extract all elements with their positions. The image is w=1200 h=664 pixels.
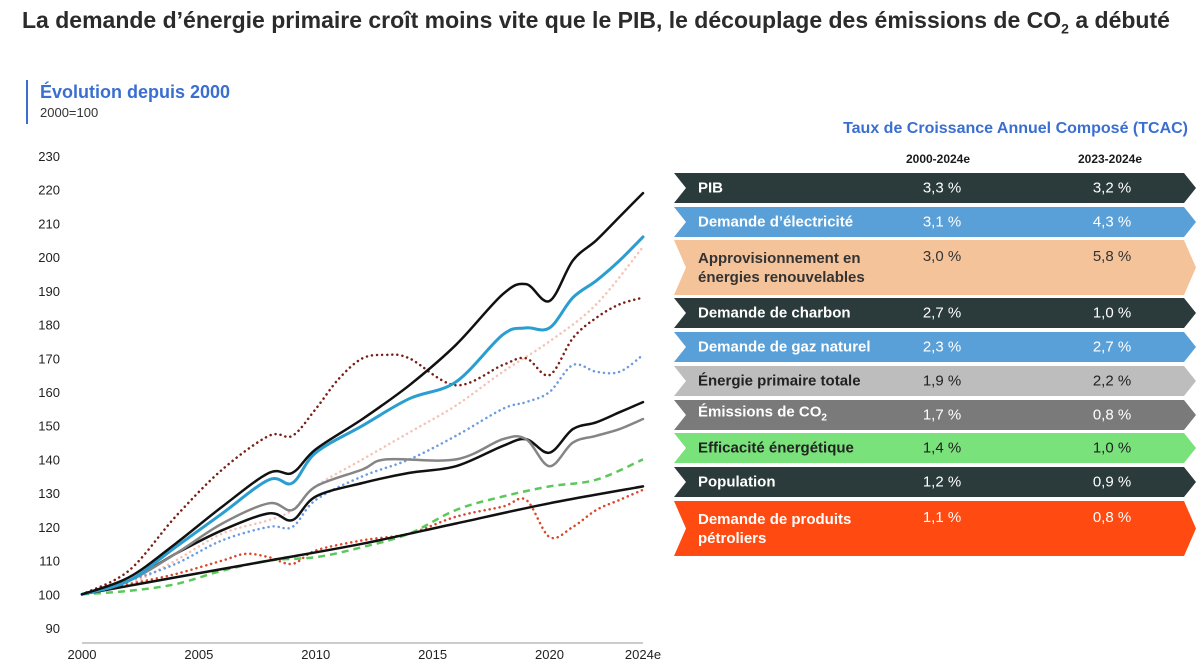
tcac-value-2000-2024: 1,2 % (922, 473, 962, 491)
page-title: La demande d’énergie primaire croît moin… (22, 6, 1182, 44)
tcac-row: Approvisionnement en énergies renouvelab… (674, 240, 1196, 295)
tcac-col-header-2: 2023-2024e (1077, 152, 1143, 166)
tcac-row-label-text: Population (698, 473, 776, 491)
tcac-value-2000-2024: 3,0 % (922, 248, 962, 265)
title-subscript: 2 (1061, 20, 1069, 37)
tcac-value-2000-2024: 3,3 % (922, 179, 962, 197)
x-tick-label: 2010 (301, 647, 330, 662)
tcac-value-2023-2024: 2,7 % (1092, 338, 1132, 356)
tcac-value-2023-2024: 0,9 % (1092, 473, 1132, 491)
tcac-row: Demande de gaz naturel 2,3 % 2,7 % (674, 332, 1196, 362)
tcac-value-2023-2024: 5,8 % (1092, 248, 1132, 265)
tcac-row: Énergie primaire totale 1,9 % 2,2 % (674, 366, 1196, 396)
tcac-row: Demande de produits pétroliers 1,1 % 0,8 % (674, 501, 1196, 556)
tcac-row-label-text: Énergie primaire totale (698, 372, 861, 390)
tcac-row: Population 1,2 % 0,9 % (674, 467, 1196, 497)
y-tick-label: 190 (38, 284, 60, 299)
tcac-row: PIB 3,3 % 3,2 % (674, 173, 1196, 203)
tcac-row-label: Émissions de CO2 (698, 403, 898, 428)
tcac-row-label: Demande de gaz naturel (698, 338, 898, 357)
series-line-demande-de-produits-petroliers (80, 488, 645, 596)
tcac-value-2023-2024: 1,0 % (1092, 304, 1132, 322)
tcac-row-label-text: Demande d’électricité (698, 213, 854, 231)
tcac-col-header-1: 2000-2024e (905, 152, 971, 166)
tcac-row-label-text: Demande de produits pétroliers (698, 510, 852, 547)
tcac-row: Émissions de CO2 1,7 % 0,8 % (674, 400, 1196, 430)
tcac-value-2023-2024: 1,0 % (1092, 439, 1132, 457)
tcac-value-2000-2024: 1,4 % (922, 439, 962, 457)
tcac-row-label-text: Approvisionnement en énergies renouvelab… (698, 249, 865, 286)
series-line-demande-d-electricite (80, 235, 645, 596)
title-text: La demande d’énergie primaire croît moin… (22, 7, 1062, 33)
tcac-row-label-text: Demande de charbon (698, 304, 851, 322)
x-tick-label: 2005 (184, 647, 213, 662)
tcac-value-2000-2024: 3,1 % (922, 213, 962, 231)
series-line-emissions-de-co2 (80, 400, 645, 596)
tcac-row-label: Approvisionnement en énergies renouvelab… (698, 249, 898, 287)
series-line-energie-primaire-totale (80, 417, 645, 596)
tcac-row-label-text: Demande de gaz naturel (698, 338, 871, 356)
y-tick-label: 110 (39, 554, 60, 569)
tcac-row-label: Efficacité énergétique (698, 439, 898, 458)
tcac-row-label-text: Efficacité énergétique (698, 439, 854, 457)
tcac-row: Demande de charbon 2,7 % 1,0 % (674, 298, 1196, 328)
tcac-value-2023-2024: 0,8 % (1092, 406, 1132, 424)
y-tick-label: 210 (38, 216, 60, 231)
y-tick-label: 100 (38, 587, 60, 602)
y-tick-label: 230 (38, 149, 60, 164)
tcac-row-label-subscript: 2 (821, 412, 827, 424)
title-tail: a débuté (1068, 7, 1170, 33)
tcac-value-2000-2024: 2,3 % (922, 338, 962, 356)
y-tick-label: 200 (38, 250, 60, 265)
series-line-population (80, 485, 645, 596)
tcac-value-2000-2024: 1,1 % (922, 509, 962, 526)
y-tick-label: 90 (46, 621, 60, 636)
tcac-value-2023-2024: 4,3 % (1092, 213, 1132, 231)
tcac-row-label-text: PIB (698, 179, 724, 197)
tcac-row-label: Demande de charbon (698, 304, 898, 323)
y-tick-label: 220 (38, 183, 60, 198)
chart-subtitle: Évolution depuis 2000 (40, 82, 231, 102)
tcac-row-label: PIB (698, 179, 898, 198)
y-tick-label: 180 (38, 318, 60, 333)
tcac-row: Efficacité énergétique 1,4 % 1,0 % (674, 433, 1196, 463)
tcac-title: Taux de Croissance Annuel Composé (TCAC) (843, 120, 1188, 137)
tcac-value-2000-2024: 1,7 % (922, 406, 962, 424)
y-tick-label: 120 (38, 520, 60, 535)
x-tick-label: 2015 (418, 647, 447, 662)
tcac-value-2000-2024: 2,7 % (922, 304, 962, 322)
y-tick-label: 150 (38, 419, 60, 434)
line-chart: 90 100 110 120 130 140 150 160 170 180 190 200 210 22… (38, 149, 661, 662)
tcac-value-2023-2024: 0,8 % (1092, 509, 1132, 526)
tcac-row-label: Énergie primaire totale (698, 372, 898, 391)
tcac-value-2023-2024: 3,2 % (1092, 179, 1132, 197)
tcac-row-label: Demande d’électricité (698, 213, 898, 232)
series-line-approvisionnement-en-energies-renouvelables (80, 245, 645, 596)
x-tick-label: 2000 (68, 647, 97, 662)
x-tick-label: 2020 (535, 647, 564, 662)
tcac-row: Demande d’électricité 3,1 % 4,3 % (674, 207, 1196, 237)
tcac-value-2023-2024: 2,2 % (1092, 372, 1132, 390)
y-tick-label: 170 (38, 351, 60, 366)
y-tick-label: 140 (38, 452, 60, 467)
series-line-efficacite-energetique (81, 458, 644, 596)
tcac-row-label-text: Émissions de CO (698, 403, 822, 421)
x-tick-label: 2024e (625, 647, 661, 662)
tcac-row-label: Demande de produits pétroliers (698, 510, 898, 548)
tcac-row-label: Population (698, 473, 898, 492)
subtitle-accent-bar (26, 80, 28, 124)
series-line-pib (80, 191, 645, 596)
y-tick-label: 160 (38, 385, 60, 400)
y-tick-label: 130 (38, 486, 60, 501)
base-note: 2000=100 (40, 105, 99, 120)
tcac-value-2000-2024: 1,9 % (922, 372, 962, 390)
